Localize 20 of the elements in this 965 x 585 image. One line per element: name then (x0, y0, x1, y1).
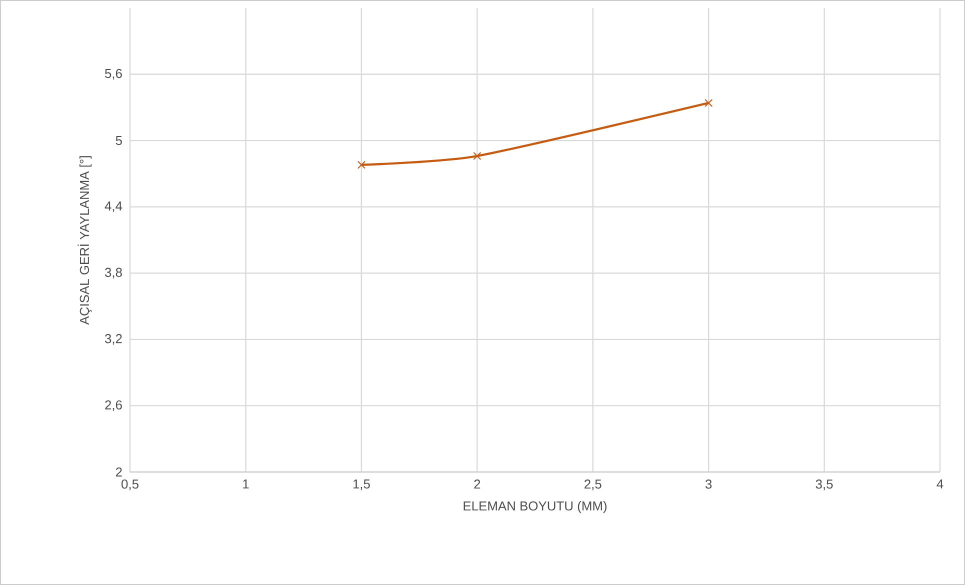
y-tick-label: 2 (116, 467, 122, 477)
x-tick-label: 4 (936, 480, 944, 488)
y-tick-label: 3,8 (104, 268, 122, 278)
x-tick-label: 2,5 (584, 480, 602, 490)
y-axis-title: AÇISAL GERİ YAYLANMA [°] (78, 156, 92, 325)
x-tick-label: 1,5 (353, 480, 370, 490)
x-tick-label: 3 (705, 480, 712, 489)
y-tick-label: 5,6 (105, 68, 122, 80)
point (473, 152, 482, 160)
y-tick-label: 3,2 (104, 334, 122, 345)
y-tick-label: 4,4 (104, 202, 122, 212)
x-tick-label: 3,5 (816, 480, 833, 490)
x-axis-title: ELEMAN BOYUTU (MM) (464, 501, 607, 514)
point (704, 98, 713, 108)
point (357, 160, 366, 169)
x-tick-label: 2 (474, 480, 480, 489)
y-tick-label: 2,6 (105, 400, 122, 412)
x-tick-label: 0,5 (122, 480, 138, 490)
x-tick-label: 1 (243, 480, 249, 488)
y-tick-label: 5 (116, 136, 122, 146)
